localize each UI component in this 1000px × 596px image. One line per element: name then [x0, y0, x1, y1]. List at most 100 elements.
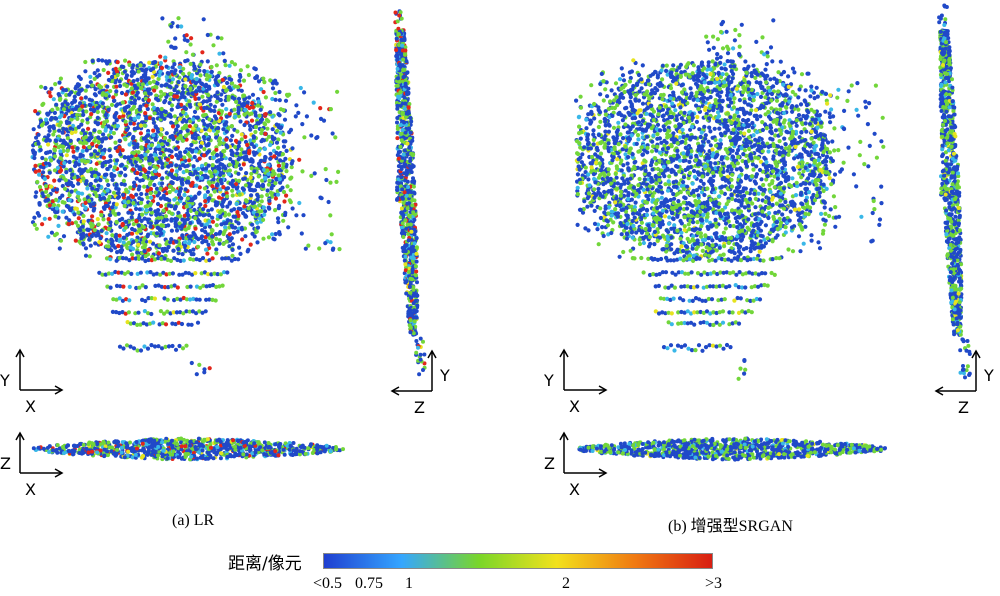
- point-front-b: [673, 124, 678, 129]
- point-front-a: [122, 69, 127, 74]
- point-front-a: [164, 186, 169, 191]
- point-front-a: [98, 178, 103, 183]
- point-front-a: [149, 311, 154, 317]
- point-front-a: [157, 191, 162, 196]
- point-front-a: [127, 142, 132, 147]
- point-front-a: [273, 78, 278, 83]
- point-front-a: [224, 221, 229, 226]
- point-front-a: [271, 137, 276, 142]
- point-front-a: [169, 107, 174, 112]
- point-front-a: [274, 122, 279, 127]
- point-front-b: [798, 182, 803, 187]
- point-front-a: [262, 209, 268, 214]
- point-front-a: [137, 207, 142, 212]
- point-front-a: [184, 168, 189, 173]
- point-front-a: [267, 198, 272, 203]
- point-front-a: [167, 138, 172, 143]
- point-front-a: [203, 84, 208, 89]
- point-front-a: [235, 151, 240, 156]
- point-front-a: [169, 120, 174, 125]
- point-front-a: [77, 167, 82, 172]
- point-front-a: [101, 67, 106, 73]
- point-front-a: [101, 155, 106, 160]
- point-front-a: [103, 136, 108, 141]
- point-front-a: [130, 211, 135, 216]
- point-front-a: [212, 114, 218, 119]
- point-front-a: [221, 127, 226, 132]
- point-front-a: [51, 188, 56, 193]
- point-front-a: [188, 104, 193, 109]
- point-front-a: [220, 102, 225, 107]
- point-front-a: [90, 214, 95, 219]
- point-front-a: [272, 237, 277, 242]
- point-front-a: [202, 147, 207, 152]
- point-front-a: [246, 72, 251, 78]
- point-front-a: [54, 138, 59, 143]
- point-front-a: [147, 60, 152, 65]
- point-front-a: [169, 163, 174, 168]
- point-front-a: [276, 137, 281, 142]
- point-front-a: [98, 196, 103, 202]
- point-front-b: [747, 96, 752, 101]
- point-front-a: [150, 241, 156, 246]
- point-front-a: [210, 239, 215, 244]
- point-front-a: [237, 178, 242, 183]
- point-front-a: [141, 136, 146, 141]
- point-front-a: [92, 76, 97, 81]
- point-front-a: [197, 185, 202, 190]
- point-front-a: [121, 178, 126, 183]
- point-front-a: [270, 232, 275, 237]
- point-front-a: [67, 198, 72, 203]
- point-front-a: [268, 156, 273, 161]
- point-front-a: [163, 322, 169, 327]
- point-front-a: [249, 166, 254, 171]
- point-front-a: [145, 234, 150, 239]
- point-front-b: [592, 221, 598, 226]
- point-front-b: [578, 136, 583, 141]
- point-front-a: [100, 192, 105, 197]
- point-front-a: [151, 128, 156, 133]
- point-front-a: [210, 219, 216, 224]
- point-front-a: [187, 99, 192, 104]
- point-front-a: [101, 217, 106, 222]
- point-front-a: [147, 80, 153, 85]
- point-front-b: [657, 136, 663, 141]
- point-front-a: [142, 249, 147, 254]
- point-front-a: [263, 155, 268, 160]
- point-front-a: [300, 122, 305, 127]
- point-front-a: [238, 166, 243, 171]
- point-front-a: [230, 81, 235, 86]
- point-front-b: [621, 249, 626, 255]
- point-front-b: [794, 123, 799, 128]
- point-front-a: [276, 145, 281, 150]
- point-front-a: [197, 156, 202, 161]
- point-front-b: [792, 167, 797, 172]
- point-front-a: [312, 171, 317, 176]
- point-front-a: [65, 148, 70, 153]
- point-front-a: [226, 97, 231, 102]
- point-front-a: [186, 234, 191, 239]
- point-front-a: [196, 166, 201, 171]
- point-front-a: [32, 155, 37, 161]
- point-front-a: [162, 92, 167, 97]
- point-front-a: [88, 131, 93, 136]
- point-front-b: [790, 66, 796, 71]
- point-front-b: [598, 215, 604, 221]
- point-front-b: [694, 188, 700, 193]
- point-front-a: [284, 148, 289, 153]
- point-front-a: [116, 211, 121, 216]
- point-front-a: [141, 240, 146, 245]
- point-front-a: [51, 97, 56, 102]
- point-front-a: [137, 215, 142, 220]
- point-front-a: [45, 111, 50, 116]
- point-front-a: [304, 114, 309, 119]
- point-front-a: [229, 77, 234, 82]
- point-front-a: [106, 182, 111, 188]
- point-front-a: [328, 107, 333, 112]
- point-front-a: [281, 218, 286, 223]
- point-front-a: [255, 103, 261, 108]
- point-front-a: [161, 223, 166, 228]
- point-front-a: [152, 88, 157, 93]
- point-front-a: [46, 142, 51, 147]
- point-front-a: [297, 200, 302, 206]
